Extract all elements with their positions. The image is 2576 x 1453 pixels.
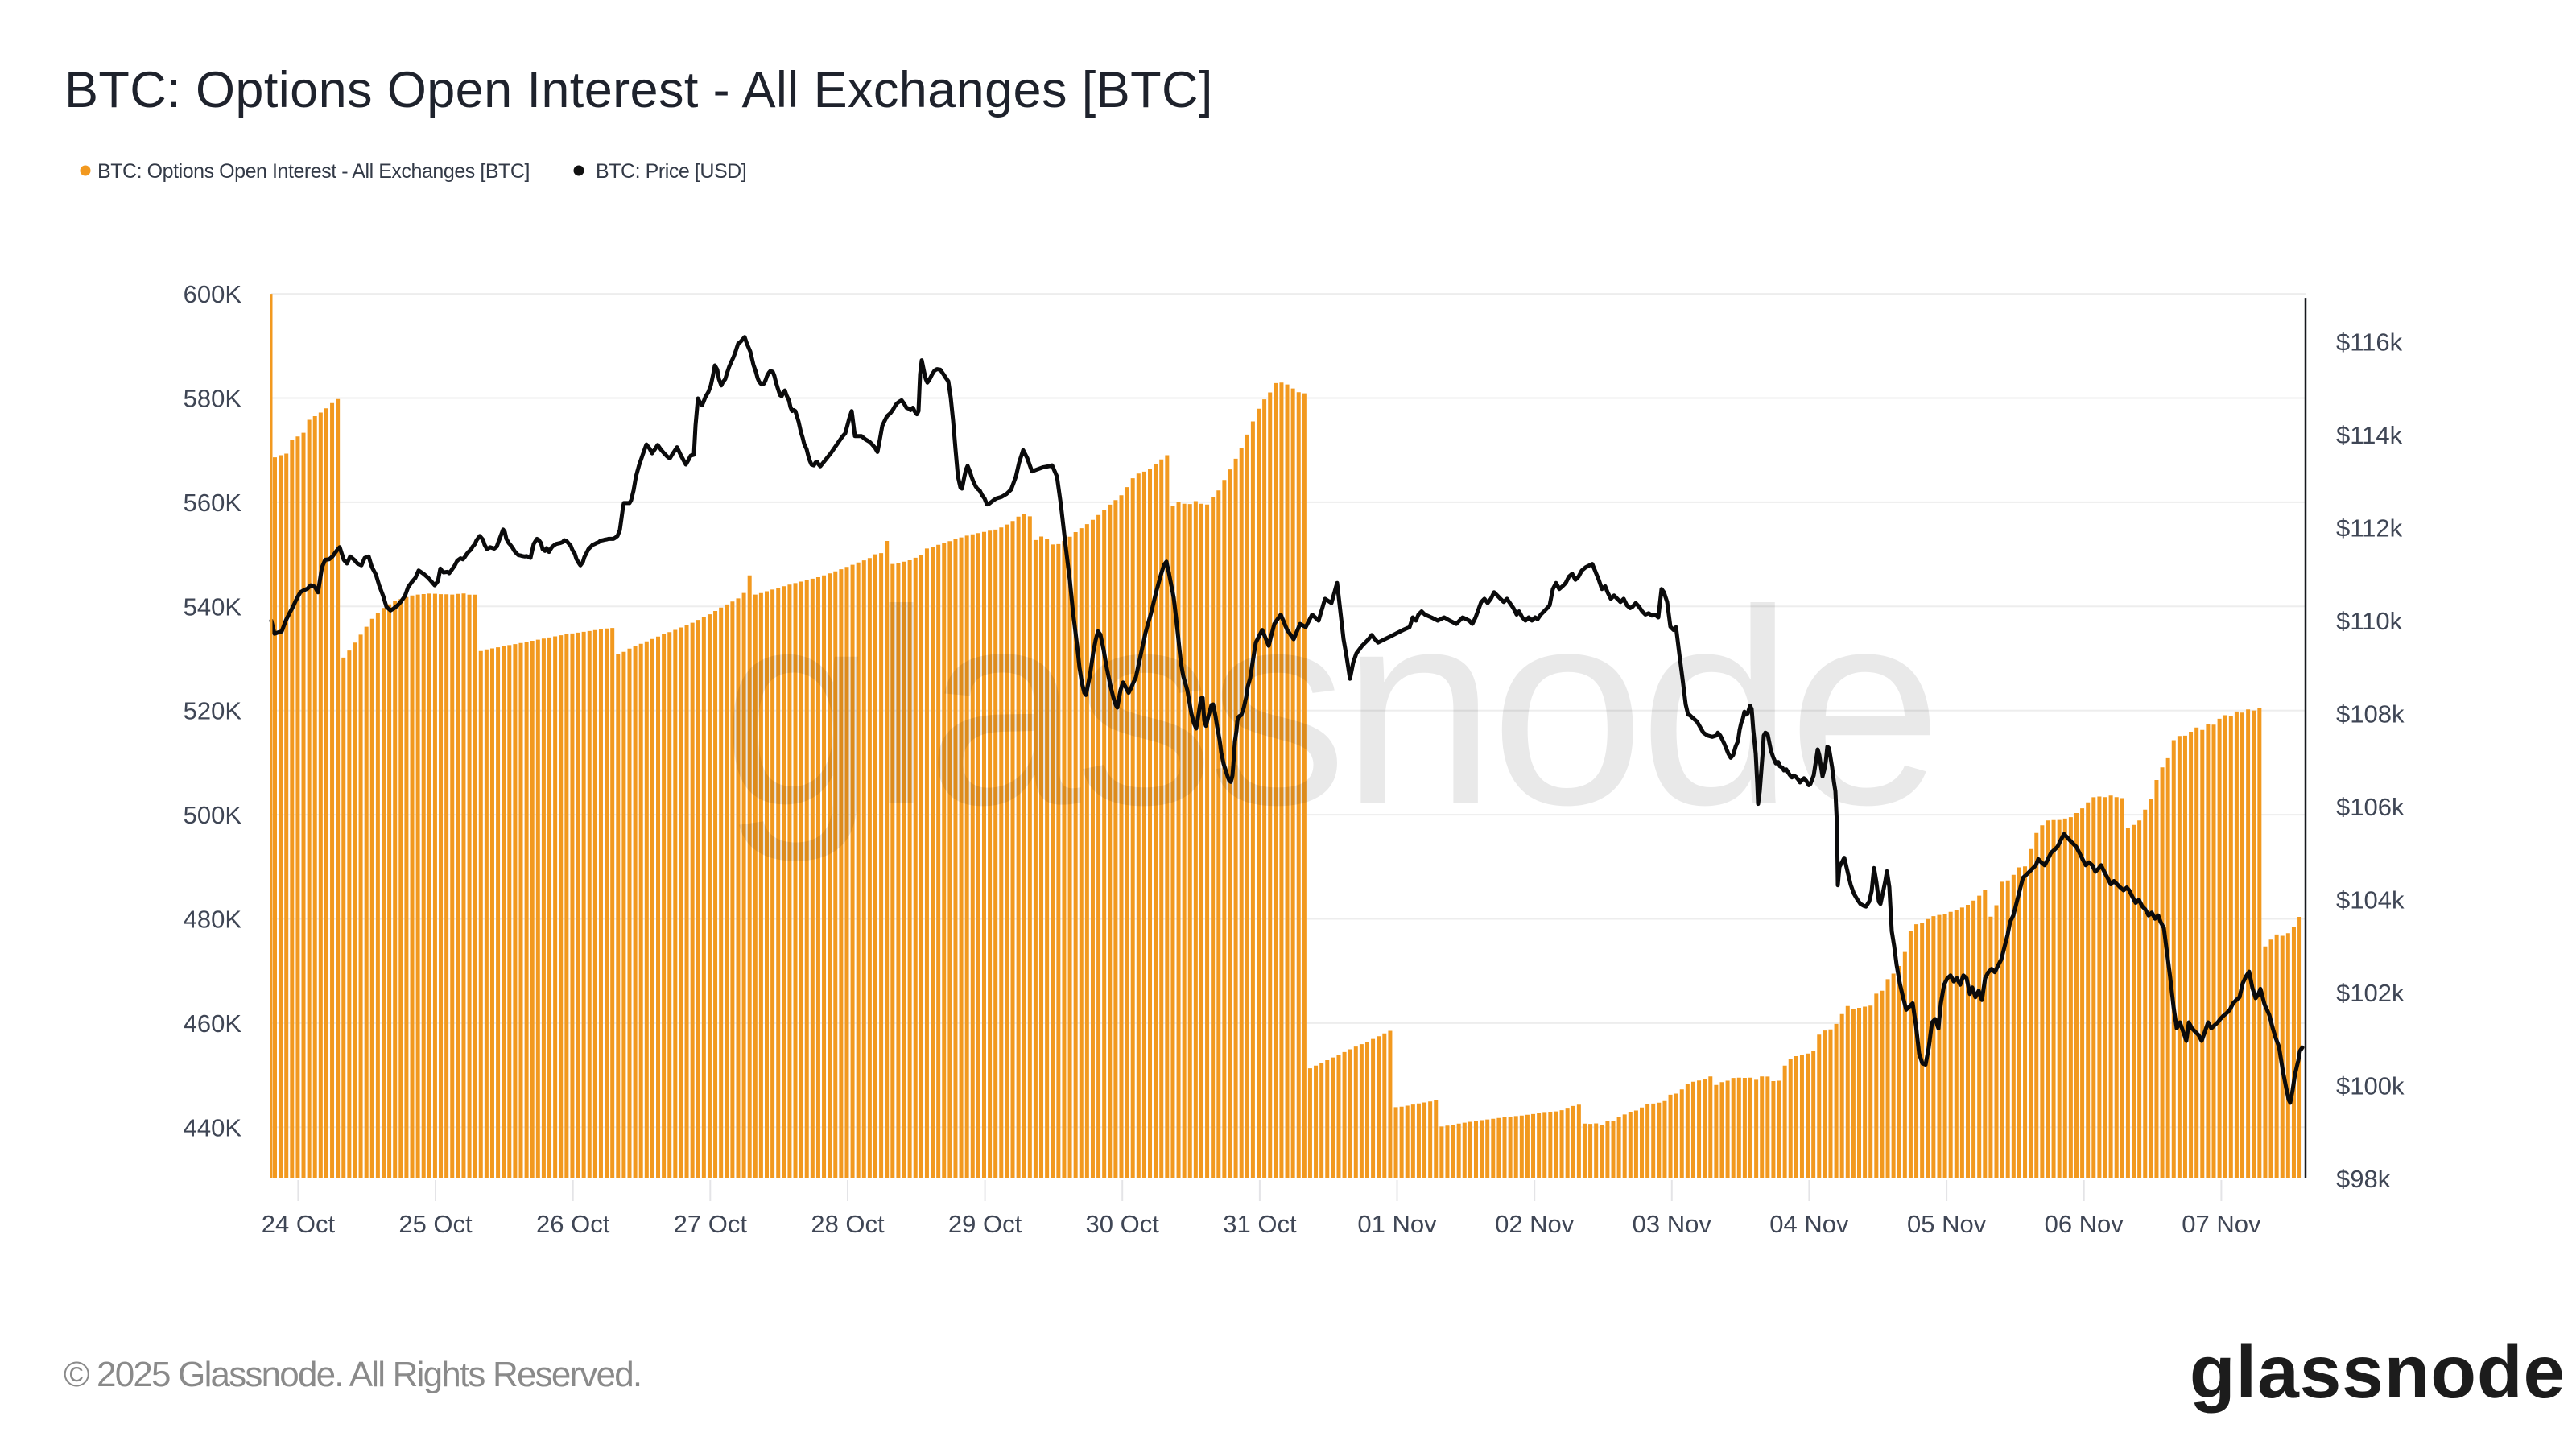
svg-text:$102k: $102k bbox=[2336, 979, 2405, 1007]
svg-text:540K: 540K bbox=[184, 592, 242, 621]
svg-text:$106k: $106k bbox=[2336, 793, 2405, 821]
svg-text:06 Nov: 06 Nov bbox=[2045, 1210, 2124, 1238]
svg-text:560K: 560K bbox=[184, 489, 242, 517]
svg-text:glassnode: glassnode bbox=[2190, 1330, 2566, 1414]
svg-text:26 Oct: 26 Oct bbox=[536, 1210, 610, 1238]
svg-text:580K: 580K bbox=[184, 385, 242, 413]
svg-text:07 Nov: 07 Nov bbox=[2182, 1210, 2261, 1238]
svg-text:$100k: $100k bbox=[2336, 1072, 2405, 1100]
svg-text:520K: 520K bbox=[184, 697, 242, 725]
svg-text:440K: 440K bbox=[184, 1113, 242, 1141]
svg-text:BTC: Price [USD]: BTC: Price [USD] bbox=[596, 160, 746, 183]
svg-text:$112k: $112k bbox=[2336, 514, 2403, 543]
svg-text:$108k: $108k bbox=[2336, 700, 2405, 729]
svg-text:27 Oct: 27 Oct bbox=[674, 1210, 748, 1238]
svg-text:500K: 500K bbox=[184, 801, 242, 829]
svg-text:480K: 480K bbox=[184, 906, 242, 934]
svg-text:BTC: Options Open Interest - A: BTC: Options Open Interest - All Exchang… bbox=[97, 160, 530, 183]
svg-text:01 Nov: 01 Nov bbox=[1357, 1210, 1437, 1238]
svg-text:© 2025 Glassnode. All Rights R: © 2025 Glassnode. All Rights Reserved. bbox=[64, 1355, 641, 1394]
svg-text:$116k: $116k bbox=[2336, 328, 2403, 357]
svg-text:$110k: $110k bbox=[2336, 607, 2403, 635]
svg-text:05 Nov: 05 Nov bbox=[1907, 1210, 1987, 1238]
svg-text:30 Oct: 30 Oct bbox=[1086, 1210, 1160, 1238]
svg-text:460K: 460K bbox=[184, 1009, 242, 1038]
svg-text:24 Oct: 24 Oct bbox=[262, 1210, 336, 1238]
svg-text:BTC: Options Open Interest - A: BTC: Options Open Interest - All Exchang… bbox=[64, 62, 1213, 118]
svg-text:$104k: $104k bbox=[2336, 886, 2405, 914]
svg-text:31 Oct: 31 Oct bbox=[1223, 1210, 1297, 1238]
svg-text:02 Nov: 02 Nov bbox=[1495, 1210, 1575, 1238]
svg-text:600K: 600K bbox=[184, 280, 242, 308]
svg-text:25 Oct: 25 Oct bbox=[398, 1210, 473, 1238]
svg-text:29 Oct: 29 Oct bbox=[948, 1210, 1022, 1238]
svg-text:$114k: $114k bbox=[2336, 421, 2403, 449]
svg-text:04 Nov: 04 Nov bbox=[1769, 1210, 1849, 1238]
svg-text:$98k: $98k bbox=[2336, 1165, 2391, 1193]
svg-text:03 Nov: 03 Nov bbox=[1633, 1210, 1712, 1238]
svg-text:28 Oct: 28 Oct bbox=[811, 1210, 885, 1238]
